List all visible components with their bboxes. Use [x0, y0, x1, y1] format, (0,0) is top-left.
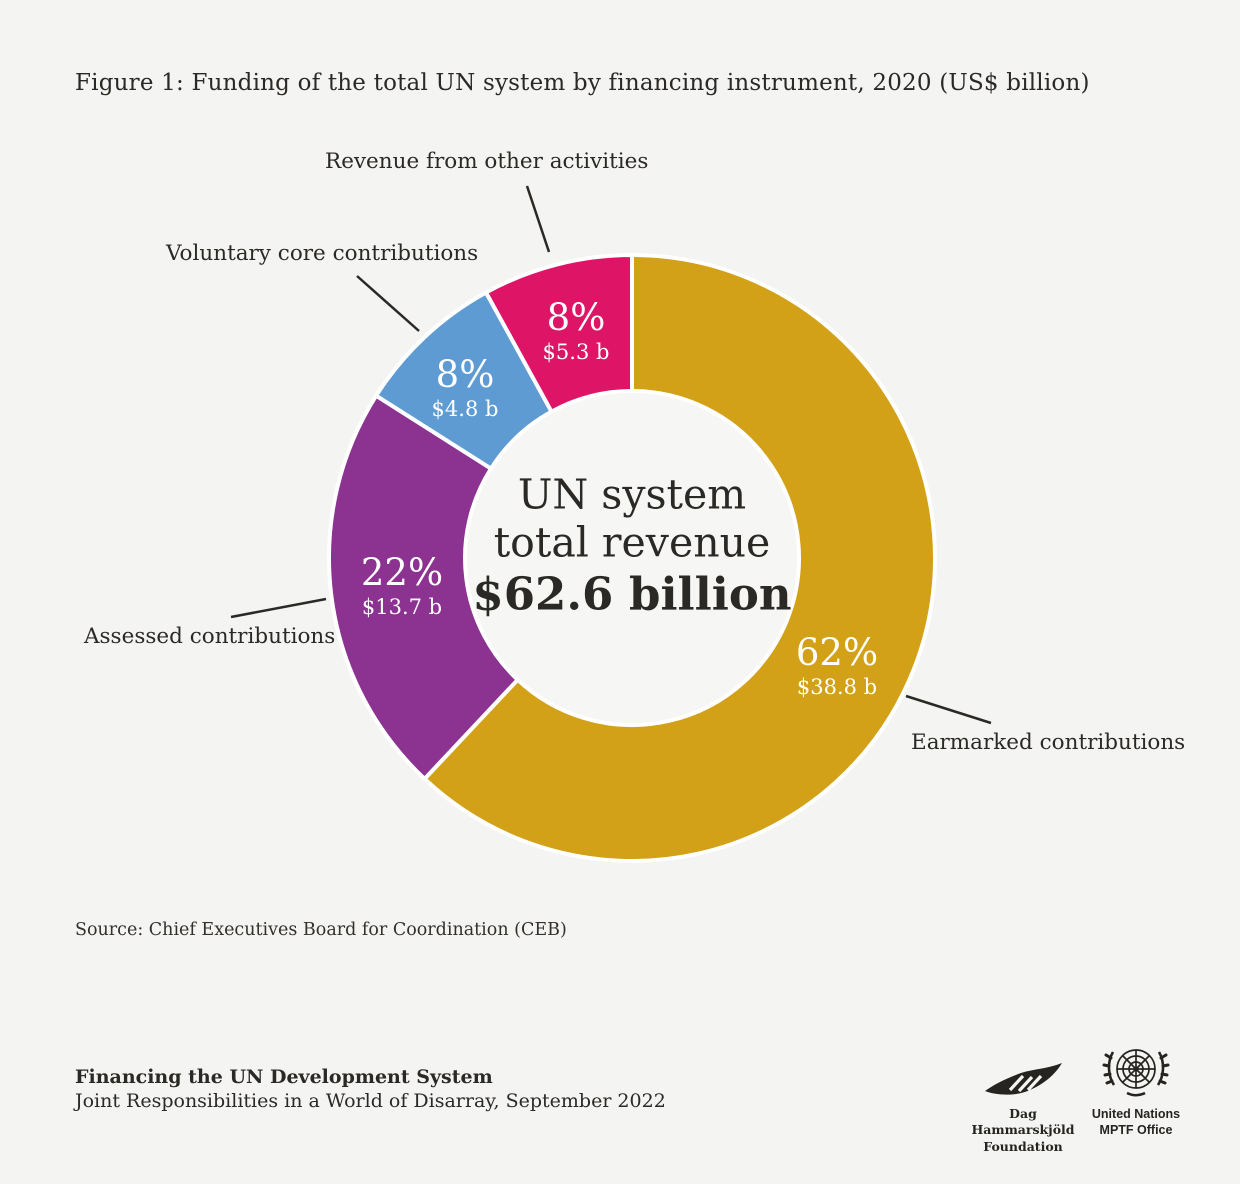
segment-percent: 22% [360, 551, 444, 594]
un-emblem-icon [1102, 1049, 1170, 1097]
footer-title: Financing the UN Development System [75, 1066, 493, 1088]
donut-center-label: UN system total revenue $62.6 billion [472, 471, 791, 620]
segment-label-revenue-other: 8% $5.3 b [543, 299, 610, 363]
donut-hole [467, 393, 797, 723]
segment-percent: 62% [795, 631, 879, 674]
dhf-logo: Dag Hammarskjöld Foundation [963, 1060, 1083, 1155]
segment-earmarked-contributions [422, 253, 937, 863]
dhf-line-1: Dag Hammarskjöld [971, 1106, 1075, 1138]
segment-percent: 8% [546, 296, 606, 339]
segment-percent: 8% [435, 353, 495, 396]
segment-value: $5.3 b [542, 340, 610, 364]
un-mptf-logo: United Nations MPTF Office [1090, 1036, 1182, 1139]
segment-revenue-from-other-activities [484, 253, 634, 414]
segment-label-voluntary-core: 8% $4.8 b [432, 356, 499, 420]
callout-assessed: Assessed contributions [84, 624, 336, 649]
segment-assessed-contributions [327, 393, 520, 781]
callout-revenue-other: Revenue from other activities [325, 149, 649, 174]
dhf-line-2: Foundation [983, 1138, 1063, 1154]
leader-line-earmarked [905, 694, 992, 725]
segment-label-earmarked: 62% $38.8 b [796, 634, 878, 698]
leader-line-voluntary-core [356, 275, 420, 332]
leader-line-assessed [230, 597, 327, 619]
donut-segments [327, 253, 937, 863]
un-line-1: United Nations [1091, 1107, 1181, 1121]
leader-lines [230, 185, 992, 725]
center-line-2: total revenue [493, 517, 771, 566]
callout-earmarked: Earmarked contributions [911, 730, 1186, 755]
center-line-1: UN system [517, 470, 747, 519]
segment-value: $4.8 b [431, 397, 499, 421]
leader-line-revenue-other [525, 185, 551, 253]
leaf-icon [985, 1063, 1062, 1095]
un-line-2: MPTF Office [1099, 1123, 1173, 1138]
figure-title: Figure 1: Funding of the total UN system… [75, 70, 1090, 96]
source-note: Source: Chief Executives Board for Coord… [75, 920, 567, 940]
footer-subtitle: Joint Responsibilities in a World of Dis… [75, 1090, 666, 1112]
segment-value: $38.8 b [796, 675, 878, 699]
segment-value: $13.7 b [361, 595, 443, 619]
segment-label-assessed: 22% $13.7 b [361, 554, 443, 618]
center-total: $62.6 billion [472, 567, 792, 621]
callout-voluntary-core: Voluntary core contributions [166, 241, 479, 266]
un-logo-text: United Nations MPTF Office [1090, 1106, 1182, 1139]
dhf-logo-text: Dag Hammarskjöld Foundation [963, 1106, 1083, 1155]
